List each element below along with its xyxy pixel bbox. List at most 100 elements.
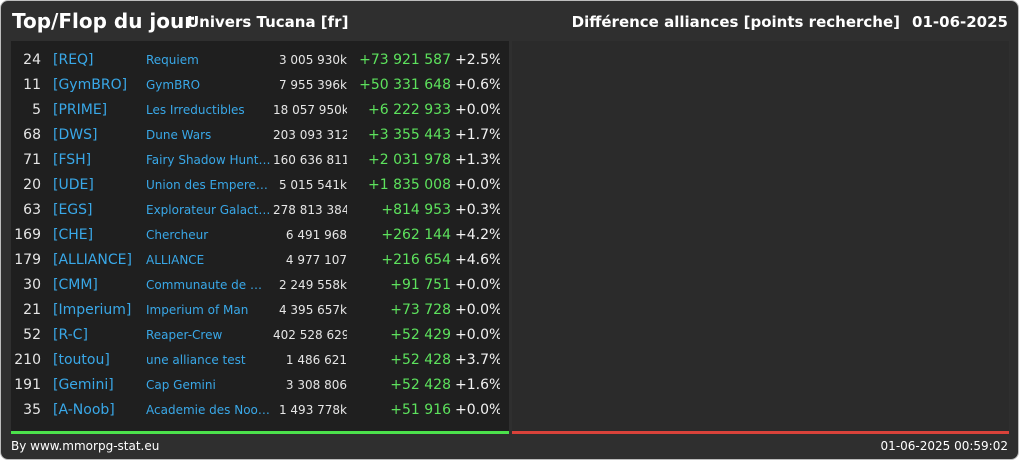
table-row: 35 [A-Noob] Academie des Noob... 1 493 778k… [11,398,509,423]
alliance-tag-link[interactable]: [FSH] [53,152,92,168]
rank-cell: 35 [23,402,41,418]
points-cell: 2 249 558k [278,278,347,292]
alliance-name-link[interactable]: Dune Wars [146,128,212,142]
flop-panel [512,41,1009,434]
table-row: 210 [toutou] une alliance test 1 486 621 +52… [11,348,509,373]
alliance-name-link[interactable]: Imperium of Man [146,303,249,317]
difference-cell: +73 921 587 [359,52,451,68]
alliance-tag-link[interactable]: [A-Noob] [53,402,115,418]
alliance-name-link[interactable]: Union des Empereur... [146,178,272,192]
points-cell: 3 308 806 [285,378,347,392]
difference-cell: +52 429 [390,327,451,343]
rank-cell: 68 [23,127,41,143]
rank-cell: 179 [14,252,41,268]
rank-cell: 169 [14,227,41,243]
rank-cell: 5 [32,102,41,118]
rank-cell: 63 [23,202,41,218]
points-cell: 1 486 621 [285,353,347,367]
percent-cell: +4.6% [455,252,500,268]
table-row: 21 [Imperium] Imperium of Man 4 395 657k +73… [11,298,509,323]
points-cell: 402 528 629 [273,328,347,342]
points-cell: 160 636 811 [273,153,347,167]
percent-cell: +1.7% [455,127,500,143]
percent-cell: +0.0% [455,327,500,343]
alliance-name-link[interactable]: une alliance test [146,353,246,367]
alliance-tag-link[interactable]: [EGS] [53,202,93,218]
difference-cell: +73 728 [390,302,451,318]
percent-cell: +4.2% [455,227,500,243]
alliance-name-link[interactable]: Fairy Shadow Hunte... [146,153,272,167]
percent-cell: +0.0% [455,277,500,293]
alliance-tag-link[interactable]: [CMM] [53,277,98,293]
page-title: Top/Flop du jour [12,9,195,33]
rank-cell: 191 [14,377,41,393]
alliance-name-link[interactable]: Requiem [146,53,199,67]
alliance-name-link[interactable]: Communaute de m... [146,278,272,292]
alliance-tag-link[interactable]: [DWS] [53,127,98,143]
rank-cell: 71 [23,152,41,168]
table-row: 191 [Gemini] Cap Gemini 3 308 806 +52 428 +1.… [11,373,509,398]
percent-cell: +0.6% [455,77,500,93]
table-row: 52 [R-C] Reaper-Crew 402 528 629 +52 429 +0.0… [11,323,509,348]
header-date: 01-06-2025 [912,13,1008,31]
rank-cell: 24 [23,52,41,68]
percent-cell: +1.6% [455,377,500,393]
alliance-tag-link[interactable]: [Imperium] [53,302,132,318]
percent-cell: +3.7% [455,352,500,368]
alliance-tag-link[interactable]: [REQ] [53,52,94,68]
difference-cell: +50 331 648 [359,77,451,93]
table-row: 179 [ALLIANCE] ALLIANCE 4 977 107 +216 654 +4… [11,248,509,273]
difference-cell: +52 428 [390,352,451,368]
alliance-name-link[interactable]: Les Irreductibles [146,103,245,117]
alliance-tag-link[interactable]: [GymBRO] [53,77,128,93]
table-row: 169 [CHE] Chercheur 6 491 968 +262 144 +4.2% [11,223,509,248]
alliance-name-link[interactable]: Cap Gemini [146,378,216,392]
alliance-tag-link[interactable]: [Gemini] [53,377,114,393]
alliance-tag-link[interactable]: [CHE] [53,227,94,243]
alliance-name-link[interactable]: Reaper-Crew [146,328,223,342]
points-cell: 4 977 107 [285,253,347,267]
points-cell: 3 005 930k [278,53,347,67]
table-row: 63 [EGS] Explorateur Galacti... 278 813 384… [11,198,509,223]
percent-cell: +1.3% [455,152,500,168]
percent-cell: +0.3% [455,202,500,218]
rank-cell: 11 [23,77,41,93]
points-cell: 4 395 657k [278,303,347,317]
difference-cell: +262 144 [381,227,451,243]
rank-cell: 210 [14,352,41,368]
points-cell: 5 015 541k [278,178,347,192]
source-credit: By www.mmorpg-stat.eu [11,439,160,453]
alliance-tag-link[interactable]: [UDE] [53,177,94,193]
table-row: 24 [REQ] Requiem 3 005 930k +73 921 587 +2.5% [11,48,509,73]
rank-cell: 20 [23,177,41,193]
alliance-name-link[interactable]: Chercheur [146,228,209,242]
percent-cell: +0.0% [455,402,500,418]
alliance-tag-link[interactable]: [PRIME] [53,102,108,118]
alliance-name-link[interactable]: Explorateur Galacti... [146,203,272,217]
percent-cell: +0.0% [455,302,500,318]
difference-cell: +814 953 [381,202,451,218]
points-cell: 6 491 968 [285,228,347,242]
points-cell: 278 813 384 [273,203,347,217]
alliance-tag-link[interactable]: [ALLIANCE] [53,252,132,268]
difference-cell: +3 355 443 [368,127,451,143]
flop-bottom-bar [512,431,1009,434]
alliance-name-link[interactable]: Academie des Noob... [146,403,272,417]
rank-cell: 30 [23,277,41,293]
alliance-tag-link[interactable]: [R-C] [53,327,88,343]
points-cell: 18 057 950k [273,103,347,117]
alliance-name-link[interactable]: ALLIANCE [146,253,205,267]
table-row: 68 [DWS] Dune Wars 203 093 312 +3 355 443 +1.… [11,123,509,148]
difference-cell: +6 222 933 [368,102,451,118]
category-title: Différence alliances [points recherche] [571,13,900,31]
rank-cell: 52 [23,327,41,343]
difference-cell: +1 835 008 [368,177,451,193]
table-row: 5 [PRIME] Les Irreductibles 18 057 950k +6 2… [11,98,509,123]
alliance-tag-link[interactable]: [toutou] [53,352,110,368]
difference-cell: +216 654 [381,252,451,268]
table-row: 71 [FSH] Fairy Shadow Hunte... 160 636 811 +… [11,148,509,173]
header: Top/Flop du jour Univers Tucana [fr] Dif… [1,1,1018,41]
difference-cell: +51 916 [390,402,451,418]
alliance-name-link[interactable]: GymBRO [146,78,201,92]
percent-cell: +0.0% [455,102,500,118]
